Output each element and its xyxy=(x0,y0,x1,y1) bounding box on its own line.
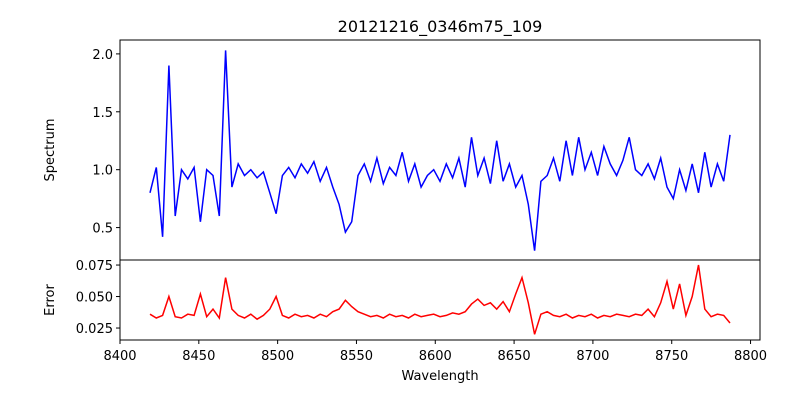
error-axes-frame xyxy=(119,259,761,341)
xtick-label: 8750 xyxy=(655,349,688,364)
spectrum-series-line xyxy=(149,50,731,251)
x-label: Wavelength xyxy=(401,369,478,384)
error-ytick-label: 0.075 xyxy=(76,259,113,274)
xtick-label: 8500 xyxy=(261,349,294,364)
spectrum-ytick-label: 1.0 xyxy=(92,164,113,179)
error-ytick-label: 0.050 xyxy=(76,291,113,306)
xtick-label: 8650 xyxy=(498,349,531,364)
error-ytick-label: 0.025 xyxy=(76,322,113,337)
spectrum-ytick-label: 0.5 xyxy=(92,222,113,237)
xtick-label: 8400 xyxy=(103,349,136,364)
y-label-error: Error xyxy=(43,284,58,316)
spectrum-ytick-label: 1.5 xyxy=(92,106,113,121)
xtick-label: 8450 xyxy=(182,349,215,364)
y-label-spectrum: Spectrum xyxy=(43,119,58,182)
chart-title: 20121216_0346m75_109 xyxy=(338,17,543,37)
xtick-label: 8700 xyxy=(576,349,609,364)
xtick-label: 8800 xyxy=(734,349,767,364)
spectrum-ytick-label: 2.0 xyxy=(92,48,113,63)
spectrum-axes-frame xyxy=(119,39,761,261)
xtick-label: 8550 xyxy=(340,349,373,364)
error-series-line xyxy=(149,264,731,335)
xtick-label: 8600 xyxy=(419,349,452,364)
